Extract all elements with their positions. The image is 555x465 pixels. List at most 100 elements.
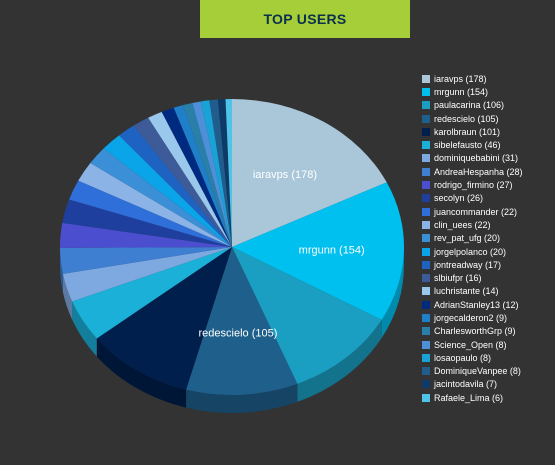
- legend-item[interactable]: rev_pat_ufg (20): [422, 232, 523, 245]
- legend-label: iaravps (178): [434, 73, 487, 84]
- legend-swatch: [422, 247, 430, 256]
- legend-item[interactable]: DominiqueVanpee (8): [422, 365, 523, 378]
- legend-item[interactable]: AdrianStanley13 (12): [422, 298, 523, 311]
- legend-item[interactable]: secolyn (26): [422, 192, 523, 205]
- legend-swatch: [422, 353, 430, 362]
- pie-slice-rev_pat_ufg[interactable]: [90, 148, 233, 247]
- legend-label: Science_Open (8): [434, 339, 507, 350]
- pie-slice-secolyn[interactable]: [62, 199, 233, 247]
- legend-item[interactable]: paulacarina (106): [422, 99, 523, 112]
- legend-label: dominiquebabini (31): [434, 153, 519, 164]
- legend-item[interactable]: rodrigo_firmino (27): [422, 178, 523, 191]
- legend-label: luchristante (14): [434, 286, 499, 297]
- pie-slice-losaopaulo[interactable]: [200, 100, 232, 247]
- pie-slice-paulacarina[interactable]: [232, 247, 382, 384]
- pie-slice-Rafaele_Lima[interactable]: [225, 99, 232, 247]
- legend-label: jorgelpolanco (20): [434, 246, 507, 257]
- legend-swatch: [422, 260, 430, 269]
- legend-label: jorgecalderon2 (9): [434, 312, 508, 323]
- legend-swatch: [422, 287, 430, 296]
- legend-item[interactable]: Science_Open (8): [422, 338, 523, 351]
- chart-legend: iaravps (178) mrgunn (154) paulacarina (10…: [422, 72, 523, 404]
- legend-item[interactable]: clin_uees (22): [422, 218, 523, 231]
- legend-item[interactable]: AndreaHespanha (28): [422, 165, 523, 178]
- legend-swatch: [422, 274, 430, 283]
- legend-item[interactable]: sibelefausto (46): [422, 138, 523, 151]
- pie-slice-juancommander[interactable]: [69, 180, 232, 247]
- legend-label: redescielo (105): [434, 113, 499, 124]
- legend-swatch: [422, 167, 430, 176]
- legend-item[interactable]: redescielo (105): [422, 112, 523, 125]
- legend-item[interactable]: mrgunn (154): [422, 85, 523, 98]
- pie-slice-jorgecalderon2[interactable]: [173, 105, 232, 247]
- legend-item[interactable]: jorgelpolanco (20): [422, 245, 523, 258]
- legend-item[interactable]: jacintodavila (7): [422, 378, 523, 391]
- legend-label: DominiqueVanpee (8): [434, 366, 521, 377]
- legend-item[interactable]: karolbraun (101): [422, 125, 523, 138]
- pie-slice-karolbraun[interactable]: [96, 247, 232, 390]
- pie-slice-dominiquebabini[interactable]: [62, 247, 232, 302]
- pie-side-AndreaHespanha: [60, 247, 63, 292]
- slice-label-iaravps: iaravps (178): [253, 169, 317, 181]
- legend-label: clin_uees (22): [434, 219, 491, 230]
- pie-side-paulacarina: [297, 319, 382, 402]
- legend-label: losaopaulo (8): [434, 352, 492, 363]
- legend-swatch: [422, 327, 430, 336]
- title-bar: TOP USERS: [200, 0, 410, 38]
- pie-slice-slbiufpr[interactable]: [133, 117, 232, 247]
- pie-slice-AdrianStanley13[interactable]: [161, 107, 232, 247]
- pie-slice-AndreaHespanha[interactable]: [60, 247, 233, 274]
- legend-label: sibelefausto (46): [434, 140, 501, 151]
- legend-label: jontreadway (17): [434, 259, 502, 270]
- legend-swatch: [422, 181, 430, 190]
- legend-label: mrgunn (154): [434, 86, 489, 97]
- legend-label: juancommander (22): [434, 206, 518, 217]
- pie-slice-luchristante[interactable]: [148, 111, 232, 247]
- legend-item[interactable]: iaravps (178): [422, 72, 523, 85]
- pie-slice-CharlesworthGrp[interactable]: [182, 102, 232, 248]
- legend-label: AndreaHespanha (28): [434, 166, 523, 177]
- legend-label: rev_pat_ufg (20): [434, 233, 501, 244]
- legend-swatch: [422, 380, 430, 389]
- pie-slice-jontreadway[interactable]: [119, 125, 232, 247]
- legend-swatch: [422, 87, 430, 96]
- legend-item[interactable]: Rafaele_Lima (6): [422, 391, 523, 404]
- legend-swatch: [422, 74, 430, 83]
- pie-slice-clin_uees[interactable]: [78, 163, 232, 247]
- legend-swatch: [422, 127, 430, 136]
- pie-slice-sibelefausto[interactable]: [72, 247, 232, 339]
- legend-swatch: [422, 114, 430, 123]
- pie-slice-jorgelpolanco[interactable]: [103, 135, 232, 247]
- pie-slice-jacintodavila[interactable]: [217, 99, 232, 247]
- pie-side-dominiquebabini: [62, 273, 73, 320]
- legend-item[interactable]: luchristante (14): [422, 285, 523, 298]
- legend-item[interactable]: CharlesworthGrp (9): [422, 325, 523, 338]
- legend-item[interactable]: slbiufpr (16): [422, 271, 523, 284]
- slice-label-mrgunn: mrgunn (154): [299, 245, 365, 257]
- legend-label: AdrianStanley13 (12): [434, 299, 519, 310]
- legend-swatch: [422, 234, 430, 243]
- legend-swatch: [422, 340, 430, 349]
- pie-slice-iaravps[interactable]: [232, 99, 387, 247]
- legend-item[interactable]: dominiquebabini (31): [422, 152, 523, 165]
- legend-swatch: [422, 367, 430, 376]
- legend-swatch: [422, 141, 430, 150]
- legend-swatch: [422, 300, 430, 309]
- pie-sides: [60, 247, 404, 413]
- legend-item[interactable]: jontreadway (17): [422, 258, 523, 271]
- legend-swatch: [422, 220, 430, 229]
- legend-swatch: [422, 154, 430, 163]
- pie-slice-mrgunn[interactable]: [232, 182, 404, 320]
- legend-swatch: [422, 393, 430, 402]
- pie-slice-DominiqueVanpee[interactable]: [209, 99, 232, 248]
- pie-slice-rodrigo_firmino[interactable]: [60, 222, 232, 248]
- pie-slice-redescielo[interactable]: [186, 247, 298, 395]
- legend-swatch: [422, 194, 430, 203]
- legend-item[interactable]: jorgecalderon2 (9): [422, 311, 523, 324]
- legend-label: slbiufpr (16): [434, 273, 482, 284]
- legend-item[interactable]: losaopaulo (8): [422, 351, 523, 364]
- slice-label-redescielo: redescielo (105): [199, 328, 278, 340]
- legend-item[interactable]: juancommander (22): [422, 205, 523, 218]
- pie-side-sibelefausto: [72, 301, 97, 357]
- pie-slice-Science_Open[interactable]: [192, 101, 232, 248]
